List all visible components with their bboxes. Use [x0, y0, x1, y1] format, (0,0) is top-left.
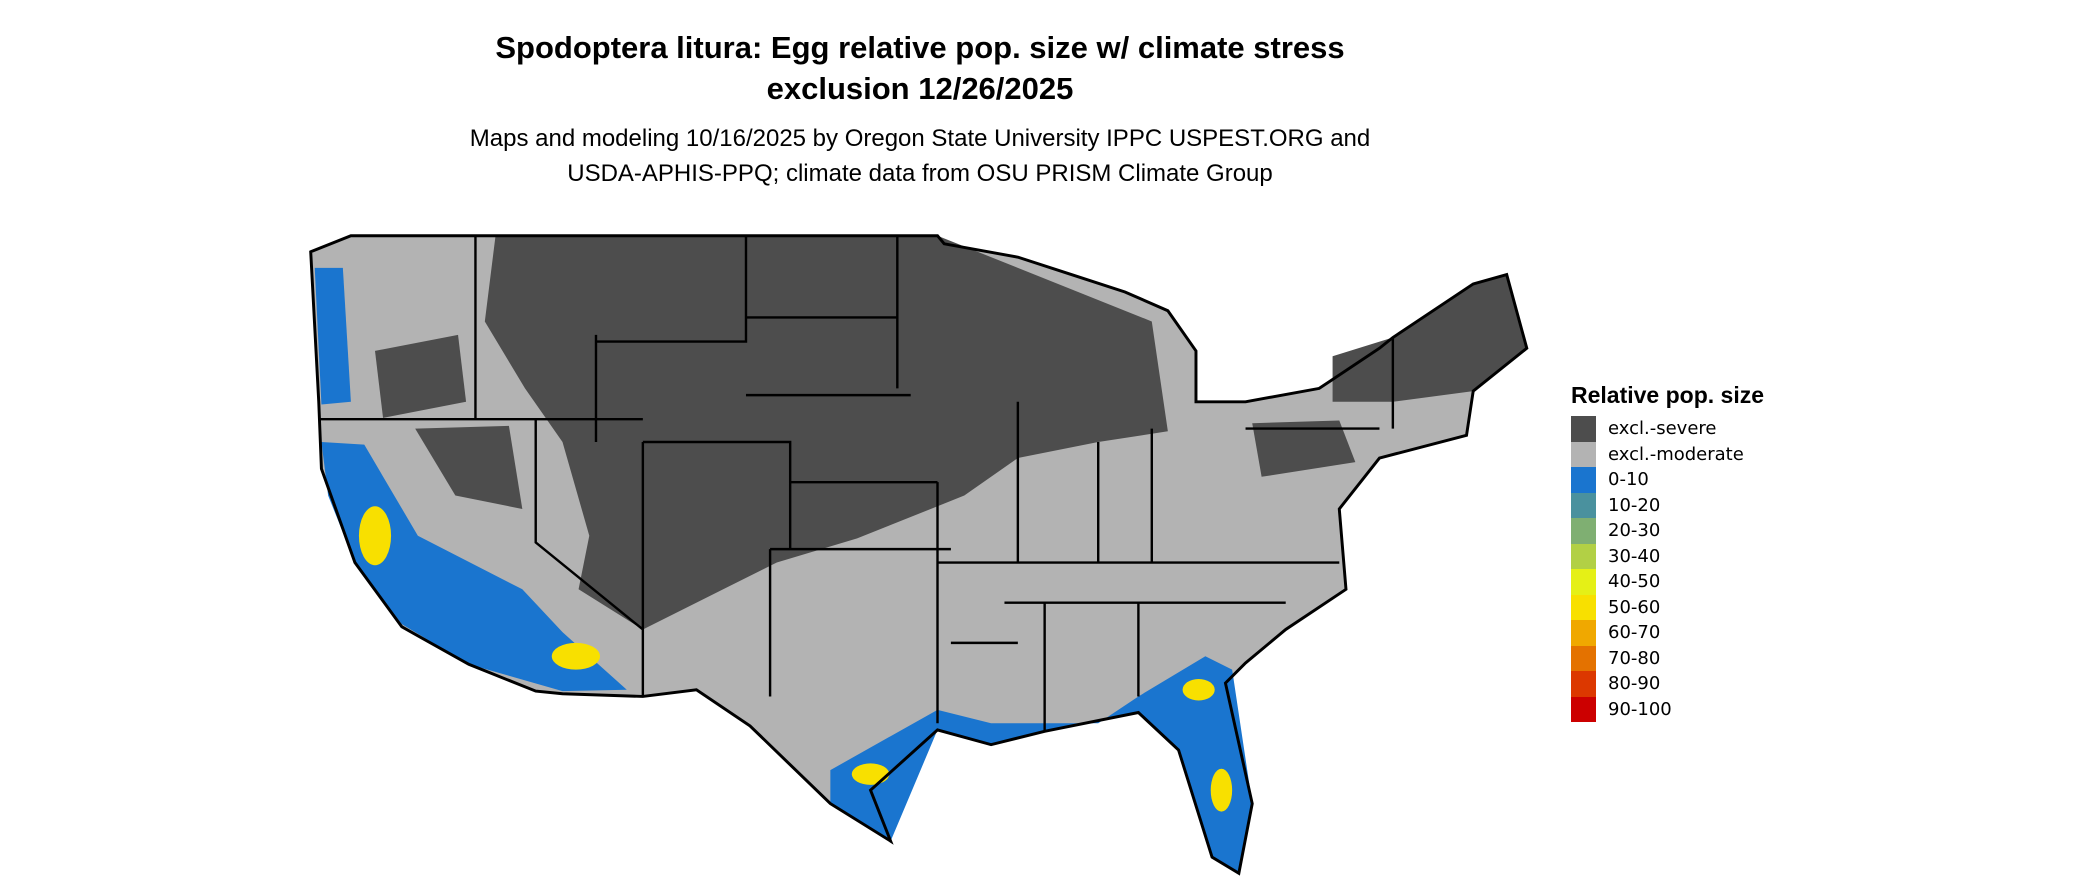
legend-swatch — [1571, 416, 1596, 442]
suitable-west-coast — [321, 441, 627, 692]
legend-item: excl.-severe — [1571, 416, 1764, 442]
national-border — [309, 234, 1529, 876]
legend-item: 50-60 — [1571, 594, 1764, 620]
legend-swatch — [1571, 467, 1596, 493]
title-line-2: exclusion 12/26/2025 — [766, 71, 1074, 106]
legend-label: 80-90 — [1608, 673, 1661, 695]
severe-exclusion-pennsylvania — [1252, 420, 1356, 477]
suitable-gulf-coast — [830, 656, 1253, 874]
subtitle-line-1: Maps and modeling 10/16/2025 by Oregon S… — [469, 125, 1371, 152]
legend-swatch — [1571, 696, 1596, 722]
title-line-1: Spodoptera litura: Egg relative pop. siz… — [495, 30, 1345, 65]
patch-florida — [1210, 768, 1233, 812]
legend-label: 50-60 — [1608, 596, 1661, 618]
legend-swatch — [1571, 620, 1596, 646]
legend-item: 0-10 — [1571, 467, 1764, 493]
patch-georgia — [1182, 679, 1215, 701]
suitable-washington-coast — [314, 267, 351, 405]
legend-swatch — [1571, 671, 1596, 697]
legend-label: excl.-severe — [1608, 418, 1717, 440]
legend-swatch — [1571, 569, 1596, 595]
legend-label: 70-80 — [1608, 647, 1661, 669]
legend-swatch — [1571, 492, 1596, 518]
legend-swatch — [1571, 518, 1596, 544]
legend-item: 20-30 — [1571, 518, 1764, 544]
subtitle-line-2: USDA-APHIS-PPQ; climate data from OSU PR… — [567, 160, 1273, 187]
legend-item: 60-70 — [1571, 620, 1764, 646]
legend-swatch — [1571, 594, 1596, 620]
map-subtitle: Maps and modeling 10/16/2025 by Oregon S… — [0, 121, 1840, 191]
map-title: Spodoptera litura: Egg relative pop. siz… — [0, 27, 1840, 109]
legend-label: excl.-moderate — [1608, 443, 1744, 465]
legend-label: 20-30 — [1608, 520, 1661, 542]
legend-item: 10-20 — [1571, 492, 1764, 518]
legend-swatch — [1571, 645, 1596, 671]
patch-california — [358, 506, 392, 566]
legend-label: 10-20 — [1608, 494, 1661, 516]
legend-item: 40-50 — [1571, 569, 1764, 595]
legend-item: 80-90 — [1571, 671, 1764, 697]
patch-texas — [851, 763, 890, 785]
legend-label: 30-40 — [1608, 545, 1661, 567]
legend-item: excl.-moderate — [1571, 441, 1764, 467]
legend-label: 0-10 — [1608, 469, 1649, 491]
legend-label: 90-100 — [1608, 698, 1672, 720]
legend-item: 90-100 — [1571, 696, 1764, 722]
legend-label: 40-50 — [1608, 571, 1661, 593]
severe-exclusion-oregon — [375, 334, 467, 418]
legend-swatch — [1571, 441, 1596, 467]
legend-swatch — [1571, 543, 1596, 569]
state-borders — [309, 234, 1529, 876]
legend-label: 60-70 — [1608, 622, 1661, 644]
severe-exclusion-north — [484, 235, 1168, 630]
severe-exclusion-northeast — [1332, 274, 1527, 402]
legend: Relative pop. size excl.-severe excl.-mod… — [1571, 380, 1764, 722]
state-lines — [318, 235, 1395, 732]
legend-item: 70-80 — [1571, 645, 1764, 671]
suitable-yellow-patches — [358, 506, 1233, 812]
legend-items: excl.-severe excl.-moderate 0-10 10-20 20-30… — [1571, 416, 1764, 722]
severe-exclusion-nevada — [415, 425, 523, 509]
legend-title: Relative pop. size — [1571, 382, 1765, 408]
patch-arizona — [551, 642, 600, 670]
legend-item: 30-40 — [1571, 543, 1764, 569]
